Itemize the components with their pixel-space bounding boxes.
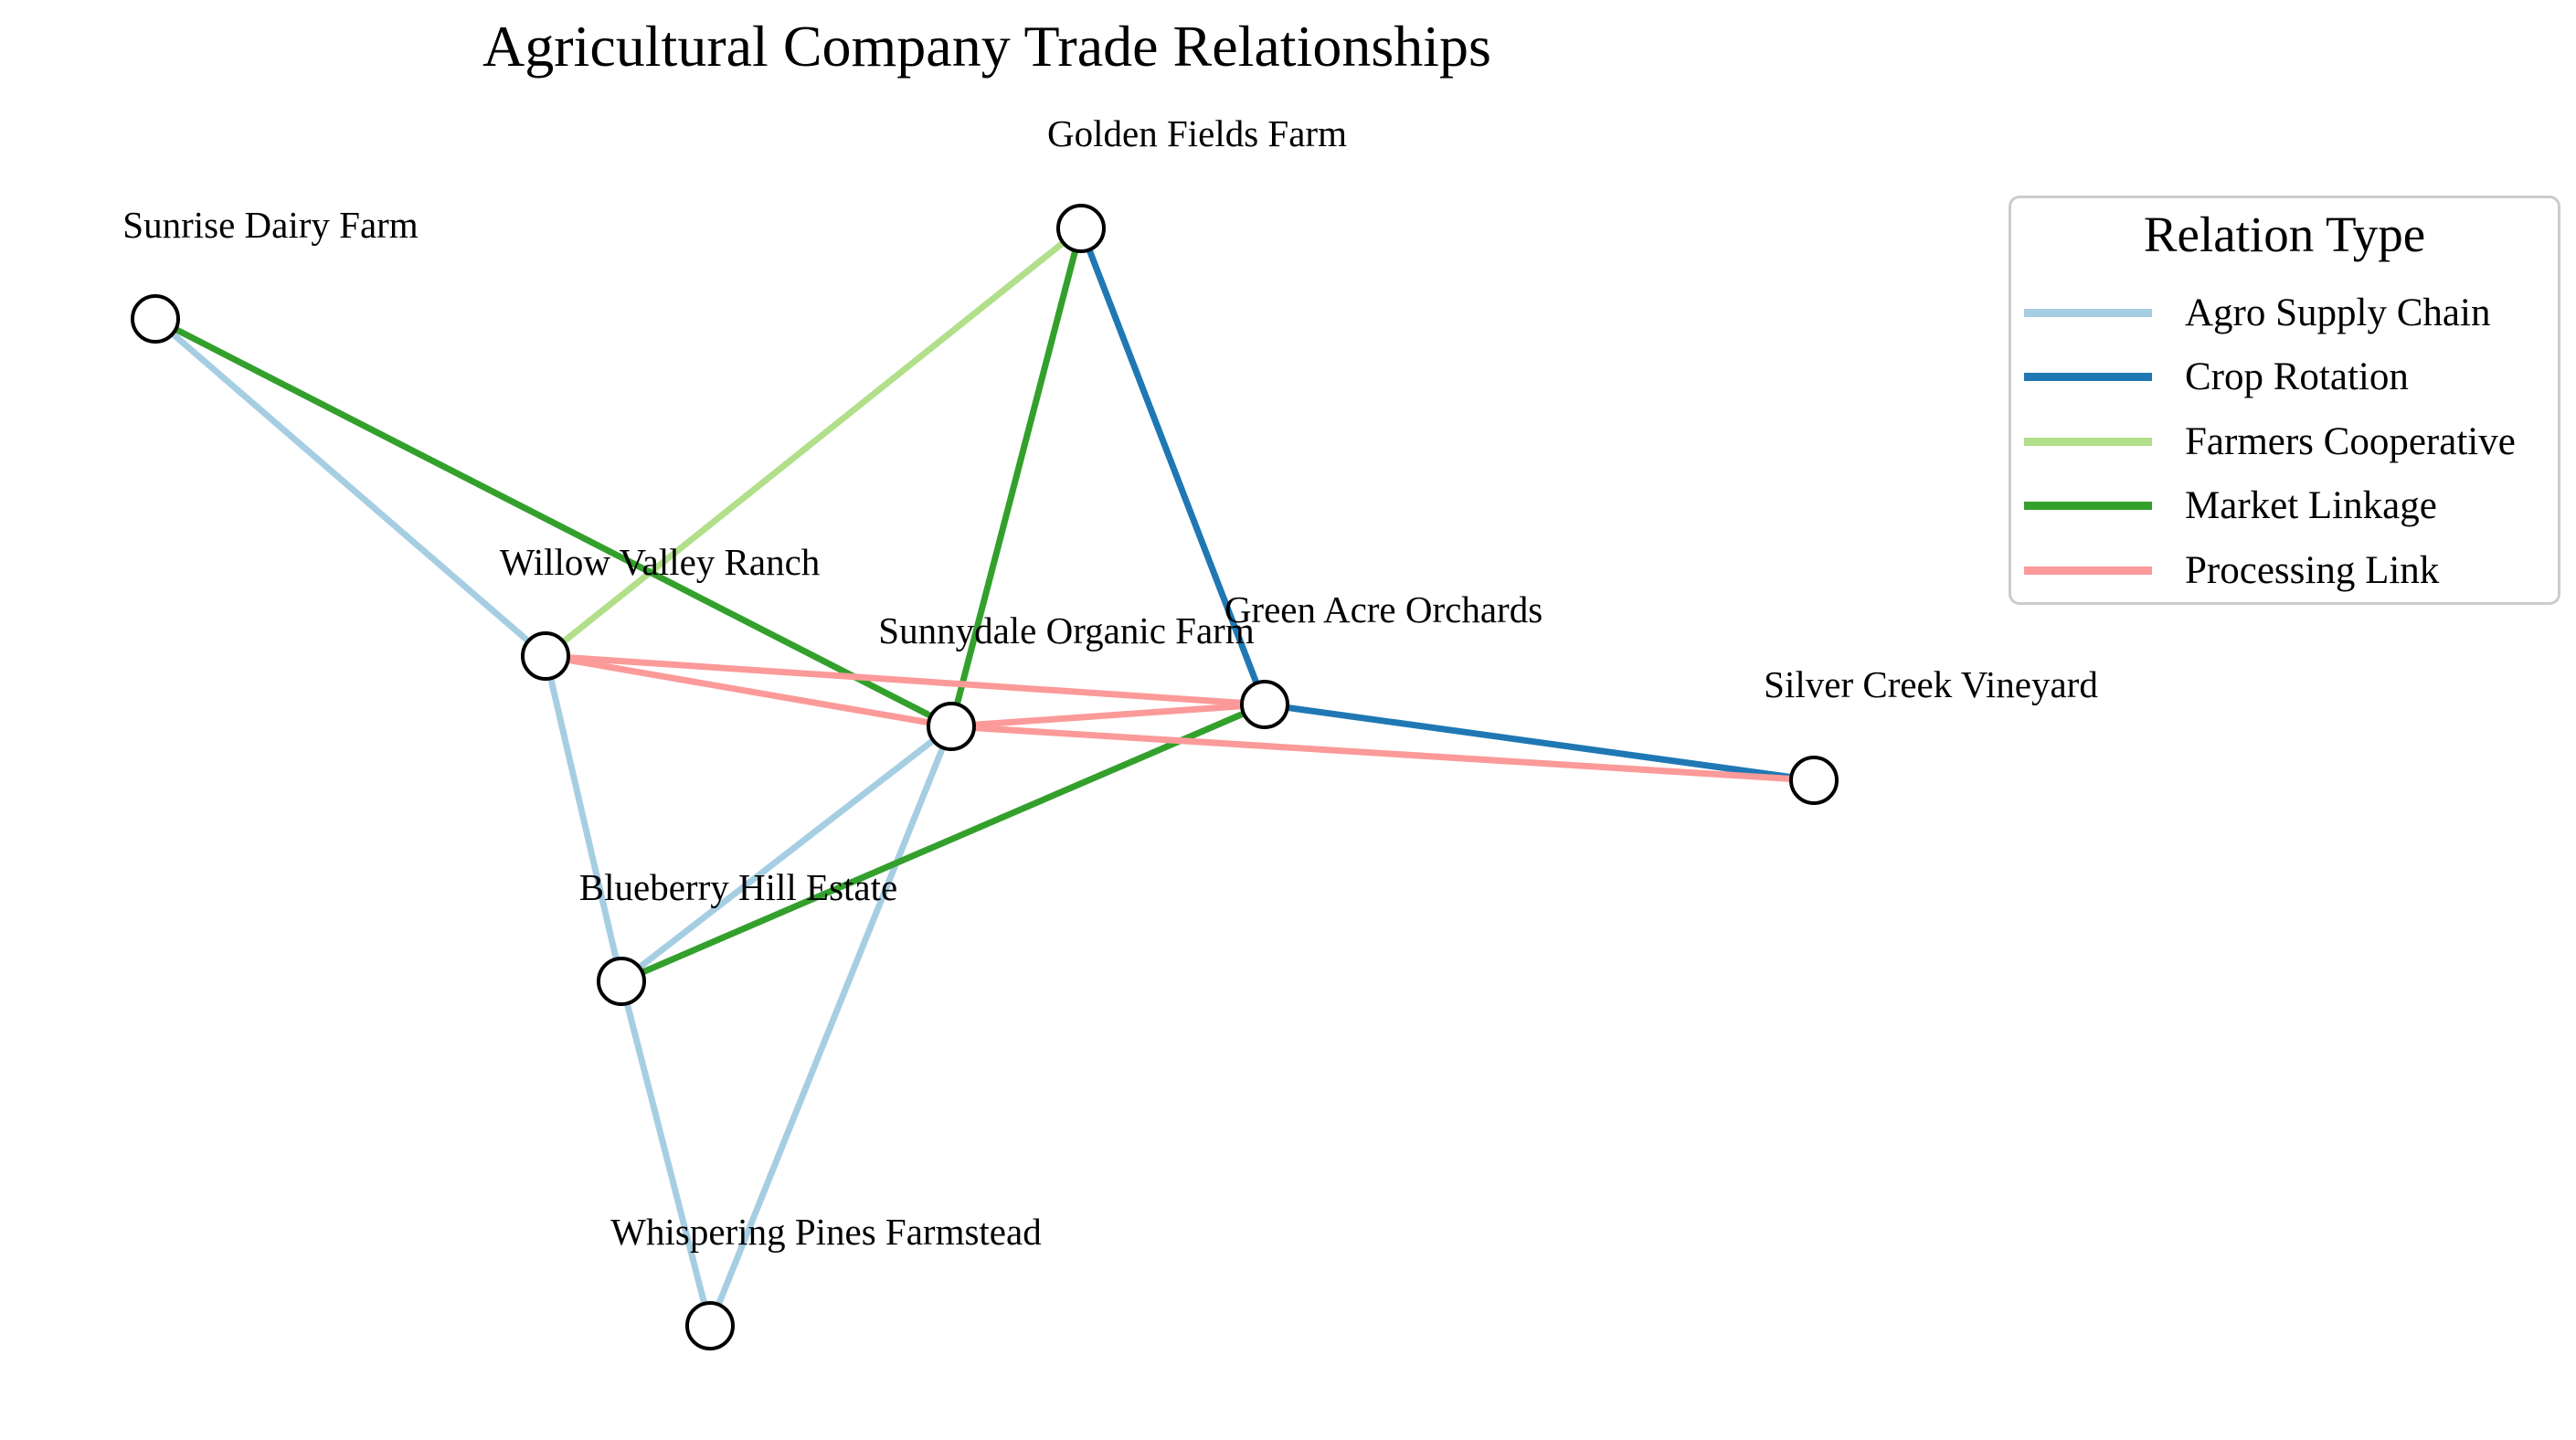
node-label-sunrise: Sunrise Dairy Farm [122,204,419,246]
legend-item-market-linkage: Market Linkage [2024,474,2558,539]
node-label-greenacre: Green Acre Orchards [1224,588,1542,630]
edge-farmers-cooperative-golden-willow [542,225,1085,660]
edge-crop-rotation-golden-greenacre [1077,225,1268,708]
legend-title: Relation Type [2143,206,2426,262]
legend-swatch [2024,437,2152,446]
legend-swatch [2024,502,2152,511]
legend-label: Processing Link [2185,548,2440,592]
node-blueberry [597,957,646,1006]
edge-agro-supply-chain-blueberry-whispering [618,978,714,1329]
legend-item-crop-rotation: Crop Rotation [2024,345,2558,410]
edge-processing-link-willow-sunnydale [542,652,955,730]
node-silver [1789,756,1839,805]
edge-market-linkage-sunrise-sunnydale [152,315,955,730]
legend: Relation Type Agro Supply Chain Crop Rot… [2009,196,2560,605]
legend-swatch [2024,308,2152,317]
node-label-golden: Golden Fields Farm [1047,112,1347,154]
edge-agro-supply-chain-blueberry-sunnydale [618,723,955,985]
edge-agro-supply-chain-sunnydale-whispering [706,723,955,1329]
node-whispering [685,1301,735,1350]
node-label-whispering: Whispering Pines Farmstead [610,1211,1041,1253]
legend-item-agro-supply-chain: Agro Supply Chain [2024,281,2558,345]
legend-list: Agro Supply Chain Crop Rotation Farmers … [2024,281,2558,603]
node-label-blueberry: Blueberry Hill Estate [579,866,897,908]
node-golden [1056,204,1106,253]
edge-agro-supply-chain-sunrise-willow [152,315,549,660]
node-label-willow: Willow Valley Ranch [500,541,821,583]
edge-market-linkage-golden-sunnydale [948,225,1085,730]
node-sunrise [131,294,180,344]
edge-processing-link-sunnydale-silver [948,723,1818,784]
edge-agro-supply-chain-willow-blueberry [542,652,625,985]
legend-label: Market Linkage [2185,484,2437,528]
node-label-silver: Silver Creek Vineyard [1764,663,2098,705]
edge-market-linkage-greenacre-blueberry [618,701,1268,985]
node-willow [521,631,570,681]
edge-processing-link-sunnydale-greenacre [948,701,1268,730]
legend-item-farmers-cooperative: Farmers Cooperative [2024,409,2558,474]
edge-crop-rotation-greenacre-silver [1261,701,1818,784]
page-title: Agricultural Company Trade Relationships [482,14,1491,79]
legend-swatch [2024,566,2152,575]
nodes-layer [131,204,1839,1350]
edges-layer [152,225,1818,1329]
edge-processing-link-willow-greenacre [542,652,1268,708]
node-greenacre [1240,680,1289,729]
labels-layer: Golden Fields Farm Sunrise Dairy Farm Will… [122,112,2098,1253]
node-label-sunnydale: Sunnydale Organic Farm [878,609,1255,651]
node-sunnydale [927,702,976,751]
legend-swatch [2024,373,2152,382]
legend-label: Crop Rotation [2185,355,2409,399]
legend-label: Farmers Cooperative [2185,419,2516,463]
legend-label: Agro Supply Chain [2185,291,2491,334]
legend-item-processing-link: Processing Link [2024,538,2558,603]
